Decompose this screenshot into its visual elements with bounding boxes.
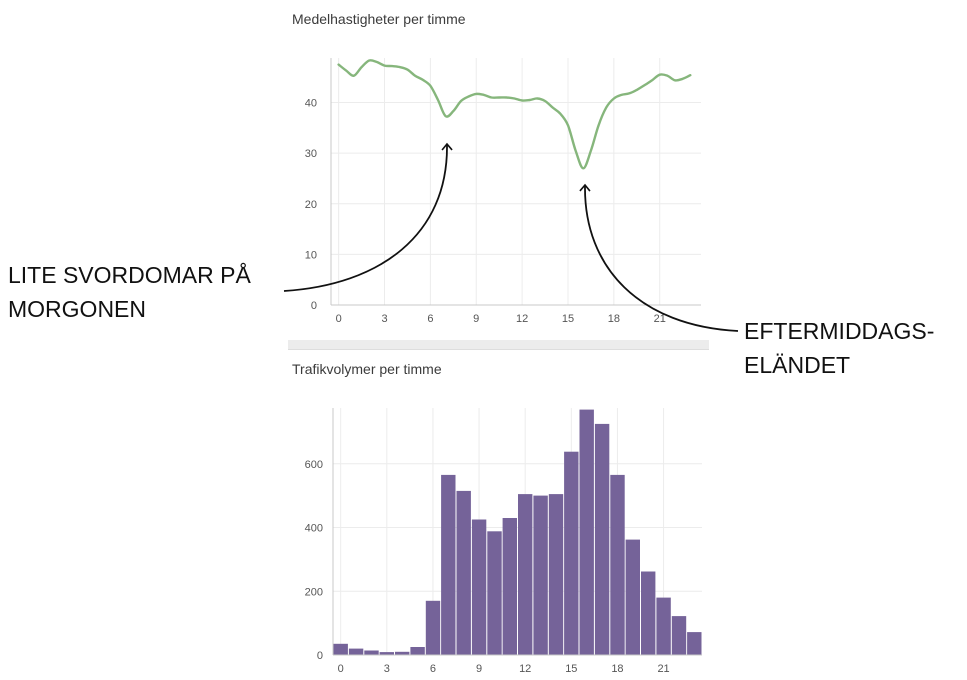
- speed-y-tick-label: 0: [311, 300, 317, 312]
- speed-x-tick-label: 3: [381, 313, 387, 325]
- volume-x-tick-label: 18: [611, 663, 623, 675]
- speed-chart-title: Medelhastigheter per timme: [292, 11, 466, 27]
- speed-x-tick-label: 21: [654, 313, 666, 325]
- speed-x-tick-label: 12: [516, 313, 528, 325]
- afternoon-annotation-line-2: ELÄNDET: [744, 352, 851, 378]
- volume-x-tick-label: 9: [476, 663, 482, 675]
- speed-y-tick-label: 20: [305, 199, 317, 211]
- morning-annotation-line-2: MORGONEN: [8, 296, 146, 322]
- volume-y-tick-label: 600: [305, 459, 323, 471]
- volume-bar: [548, 494, 564, 655]
- volume-bar: [564, 451, 579, 655]
- volume-x-tick-label: 12: [519, 663, 531, 675]
- volume-x-tick-label: 3: [384, 663, 390, 675]
- volume-bar: [456, 490, 471, 655]
- volume-x-tick-label: 15: [565, 663, 577, 675]
- speed-series-line: [337, 59, 692, 170]
- volume-bar: [625, 539, 640, 655]
- volume-bar: [502, 518, 517, 655]
- volume-chart-title: Trafikvolymer per timme: [292, 361, 442, 377]
- volume-x-tick-label: 21: [657, 663, 669, 675]
- volume-bar: [533, 495, 548, 655]
- volume-bar: [641, 571, 656, 655]
- volume-bar: [610, 474, 625, 655]
- speed-x-tick-label: 18: [608, 313, 620, 325]
- volume-y-tick-label: 0: [317, 650, 323, 662]
- volume-y-tick-label: 200: [305, 586, 323, 598]
- volume-y-tick-label: 400: [305, 523, 323, 535]
- speed-x-tick-label: 15: [562, 313, 574, 325]
- panel-divider: [288, 340, 709, 350]
- volume-bar: [687, 632, 702, 655]
- volume-bar: [656, 597, 671, 655]
- volume-bar: [441, 474, 456, 655]
- speed-x-tick-label: 0: [336, 313, 342, 325]
- volume-bar: [364, 650, 379, 655]
- volume-x-tick-label: 0: [338, 663, 344, 675]
- volume-chart: 0 200 400 600 0 3 6 9 12 15 18 21: [305, 408, 702, 675]
- speed-x-tick-label: 6: [427, 313, 433, 325]
- afternoon-annotation: EFTERMIDDAGS- ELÄNDET: [744, 314, 934, 382]
- volume-bar: [594, 423, 610, 655]
- volume-bar: [410, 647, 425, 655]
- volume-bar: [579, 409, 594, 655]
- morning-annotation: LITE SVORDOMAR PÅ MORGONEN: [8, 258, 251, 326]
- volume-bar: [471, 519, 487, 655]
- volume-bar: [518, 494, 533, 655]
- afternoon-annotation-line-1: EFTERMIDDAGS-: [744, 318, 935, 344]
- volume-bar: [379, 652, 394, 655]
- speed-y-tick-label: 10: [305, 249, 317, 261]
- morning-annotation-line-1: LITE SVORDOMAR PÅ: [8, 262, 251, 288]
- speed-y-tick-label: 30: [305, 148, 317, 160]
- speed-x-tick-label: 9: [473, 313, 479, 325]
- volume-bar: [425, 600, 441, 655]
- volume-bar: [395, 651, 410, 655]
- volume-bar: [671, 616, 687, 655]
- volume-bar: [333, 643, 348, 655]
- volume-bar: [487, 531, 502, 655]
- speed-y-tick-label: 40: [305, 98, 317, 110]
- volume-x-tick-label: 6: [430, 663, 436, 675]
- volume-bar: [348, 648, 364, 655]
